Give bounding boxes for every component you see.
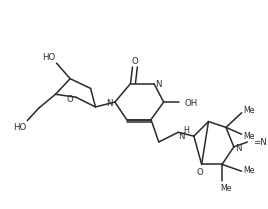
Text: N: N [178,132,184,141]
Text: =N: =N [253,139,267,148]
Text: N: N [155,80,162,89]
Text: N: N [235,144,242,153]
Text: Me: Me [220,184,232,193]
Text: O: O [196,168,203,177]
Text: H: H [183,126,189,135]
Text: O: O [131,57,138,66]
Text: HO: HO [42,53,55,62]
Text: O: O [67,95,73,104]
Text: HO: HO [13,123,26,132]
Text: Me: Me [244,166,255,175]
Text: Me: Me [244,106,255,115]
Text: OH: OH [184,98,198,108]
Text: Me: Me [244,132,255,141]
Text: N: N [106,98,112,108]
